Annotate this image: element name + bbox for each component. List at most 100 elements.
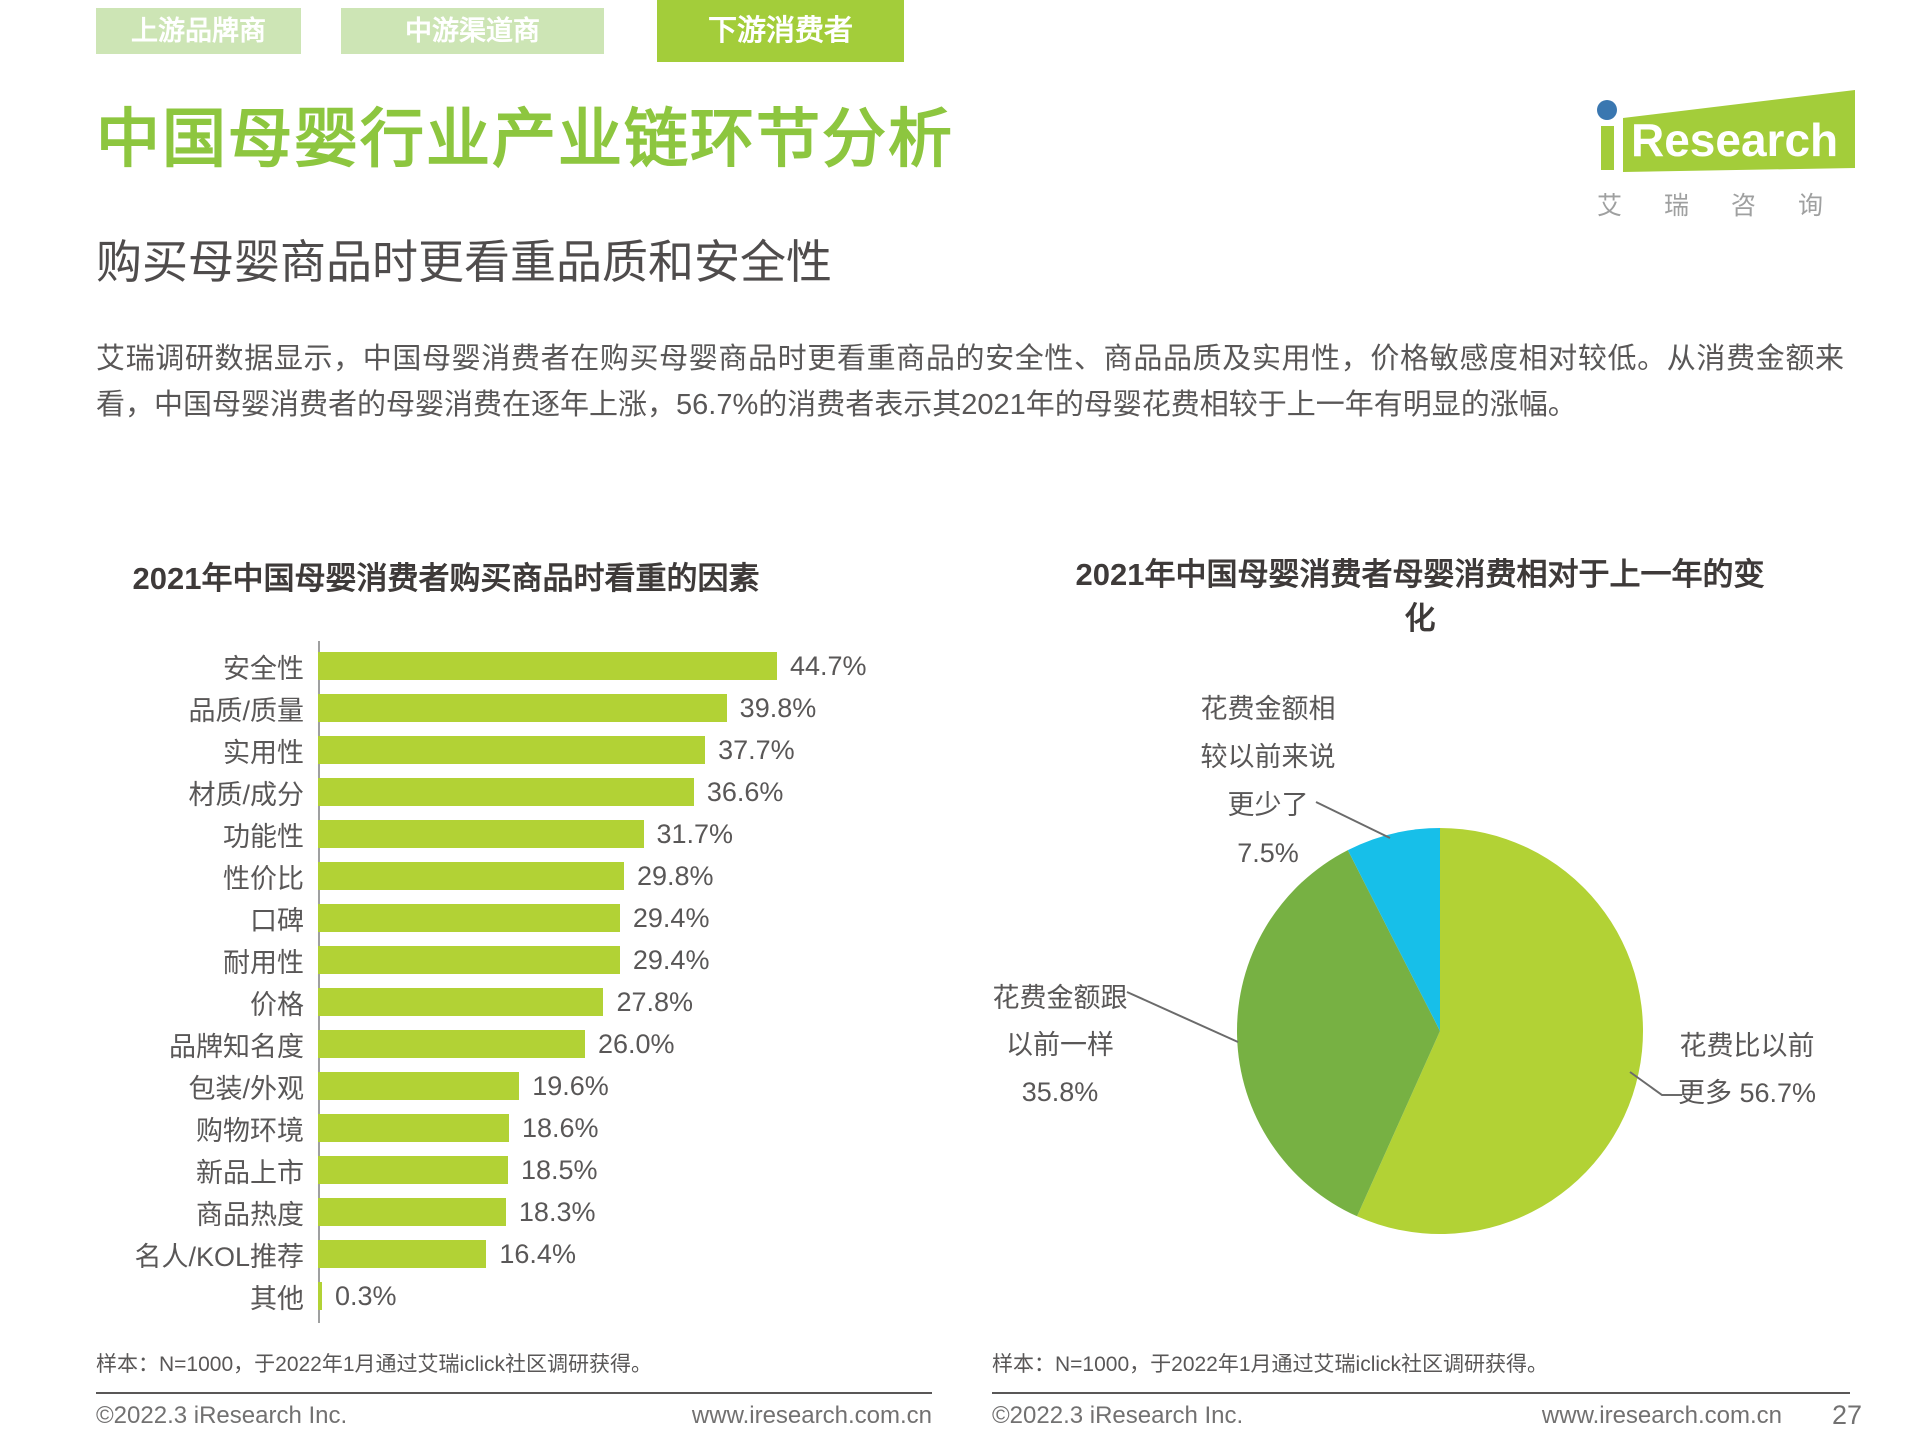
pie-slice [1347, 828, 1440, 1031]
bar-label: 新品上市 [196, 1157, 304, 1188]
svg-text:Research: Research [1631, 114, 1838, 166]
bar-value: 16.4% [499, 1238, 576, 1269]
bar-row: 购物环境 18.6% [96, 1107, 956, 1149]
iresearch-logo-cn: 艾瑞咨询 [1597, 192, 1866, 220]
bar-row: 性价比 29.8% [96, 855, 956, 897]
pie-label-more-line1: 花费比以前 [1679, 1031, 1815, 1061]
bar [318, 820, 644, 848]
copyright-right: ©2022.3 iResearch Inc. [992, 1402, 1244, 1429]
bar-label: 名人/KOL推荐 [134, 1241, 304, 1272]
pie-label-same-line1: 花费金额跟 [992, 983, 1128, 1013]
bar-label: 功能性 [223, 821, 304, 852]
copyright-left: ©2022.3 iResearch Inc. [96, 1402, 348, 1429]
bar [318, 1198, 506, 1226]
bar [318, 652, 777, 680]
bar-value: 37.7% [718, 734, 795, 765]
bar [318, 988, 604, 1016]
pie-slice [1357, 828, 1644, 1234]
bar-row: 商品热度 18.3% [96, 1191, 956, 1233]
bar-row: 功能性 31.7% [96, 813, 956, 855]
bar-value: 29.4% [632, 902, 710, 933]
bar-label: 购物环境 [196, 1115, 304, 1146]
leader-line-more [1629, 1071, 1682, 1096]
bar-label: 包装/外观 [188, 1073, 304, 1104]
bar [318, 1240, 487, 1268]
bar-label: 品牌知名度 [169, 1031, 304, 1062]
bar-value: 18.6% [521, 1112, 599, 1143]
footer-left: ©2022.3 iResearch Inc. www.iresearch.com… [96, 1402, 932, 1430]
bar-row: 名人/KOL推荐 16.4% [96, 1233, 956, 1275]
bar-value: 0.3% [335, 1280, 397, 1311]
bar [318, 694, 727, 722]
bar-label: 口碑 [250, 905, 304, 936]
pie-label-more: 花费比以前 更多 56.7% [1637, 1023, 1857, 1117]
bar-row: 包装/外观 19.6% [96, 1065, 956, 1107]
bar [318, 736, 706, 764]
bar-row: 其他 0.3% [96, 1275, 956, 1317]
pie-chart-section: 2021年中国母婴消费者母婴消费相对于上一年的变化 花费金额相 较以前来说 更少… [940, 545, 1860, 1345]
website-url-left: www.iresearch.com.cn [691, 1402, 932, 1429]
sample-note-right: 样本：N=1000，于2022年1月通过艾瑞iclick社区调研获得。 [992, 1353, 1549, 1376]
bar-value: 31.7% [656, 818, 734, 849]
bar-label: 商品热度 [196, 1199, 304, 1230]
iresearch-logo: Research 艾瑞咨询 [1593, 86, 1861, 220]
bar-value: 18.5% [520, 1154, 598, 1185]
bar-label: 品质/质量 [188, 695, 304, 726]
bar-chart-axis-line [318, 641, 320, 1323]
bar-label: 其他 [250, 1283, 304, 1314]
pie-label-less-value: 7.5% [1237, 838, 1299, 868]
bar [318, 1156, 508, 1184]
page-title: 中国母婴行业产业链环节分析 [96, 103, 954, 175]
page-number: 27 [1832, 1400, 1863, 1430]
pie-slice [1237, 850, 1440, 1217]
iresearch-logo-icon: Research [1597, 90, 1855, 172]
bar-row: 品牌知名度 26.0% [96, 1023, 956, 1065]
bar-label: 材质/成分 [188, 779, 304, 810]
bar-value: 18.3% [518, 1196, 596, 1227]
bar-value: 27.8% [616, 986, 694, 1017]
bar-value: 19.6% [532, 1070, 609, 1101]
bar [318, 862, 624, 890]
bar-value: 39.8% [739, 692, 817, 723]
bar-row: 材质/成分 36.6% [96, 771, 956, 813]
bar-row: 安全性 44.7% [96, 645, 956, 687]
bar-row: 品质/质量 39.8% [96, 687, 956, 729]
pie-label-same: 花费金额跟 以前一样 35.8% [960, 975, 1160, 1116]
pie-label-less-line3: 更少了 [1227, 790, 1309, 820]
bar-value: 36.6% [706, 776, 784, 807]
leader-line-same [1126, 991, 1239, 1043]
bar [318, 1282, 322, 1310]
tab-upstream-brands[interactable]: 上游品牌商 [96, 8, 301, 54]
pie-label-same-value: 35.8% [1021, 1077, 1099, 1107]
page-subtitle: 购买母婴商品时更看重品质和安全性 [96, 236, 832, 288]
bar-label: 耐用性 [223, 947, 304, 978]
website-url-right: www.iresearch.com.cn [1541, 1402, 1782, 1429]
bar [318, 1072, 520, 1100]
bar-row: 新品上市 18.5% [96, 1149, 956, 1191]
bar-label: 安全性 [223, 653, 304, 684]
bar [318, 1030, 585, 1058]
bar-value: 44.7% [790, 650, 867, 681]
bar-label: 性价比 [223, 863, 304, 894]
leader-line-less [1315, 801, 1391, 839]
bar-row: 耐用性 29.4% [96, 939, 956, 981]
bar-row: 价格 27.8% [96, 981, 956, 1023]
tab-downstream-consumers[interactable]: 下游消费者 [657, 0, 904, 62]
sample-note-left: 样本：N=1000，于2022年1月通过艾瑞iclick社区调研获得。 [96, 1353, 653, 1376]
summary-paragraph: 艾瑞调研数据显示，中国母婴消费者在购买母婴商品时更看重商品的安全性、商品品质及实… [96, 343, 1844, 421]
pie-label-less: 花费金额相 较以前来说 更少了 7.5% [1168, 685, 1368, 877]
pie-chart-title: 2021年中国母婴消费者母婴消费相对于上一年的变化 [1075, 557, 1765, 636]
bar-value: 26.0% [597, 1028, 675, 1059]
tab-midstream-channels[interactable]: 中游渠道商 [341, 8, 604, 54]
footer-right: ©2022.3 iResearch Inc. www.iresearch.com… [992, 1402, 1782, 1430]
pie-label-more-value: 更多 56.7% [1677, 1078, 1817, 1108]
bar-chart-title: 2021年中国母婴消费者购买商品时看重的因素 [132, 561, 760, 596]
pie-chart [1126, 801, 1682, 1234]
bar [318, 1114, 509, 1142]
bar-chart-plot: 安全性 44.7% 品质/质量 39.8% 实用性 37.7% 材质/成分 36.6% 功能性 3… [96, 645, 956, 1317]
bar-row: 实用性 37.7% [96, 729, 956, 771]
bar [318, 904, 620, 932]
bar-row: 口碑 29.4% [96, 897, 956, 939]
pie-label-less-line1: 花费金额相 [1200, 694, 1336, 724]
